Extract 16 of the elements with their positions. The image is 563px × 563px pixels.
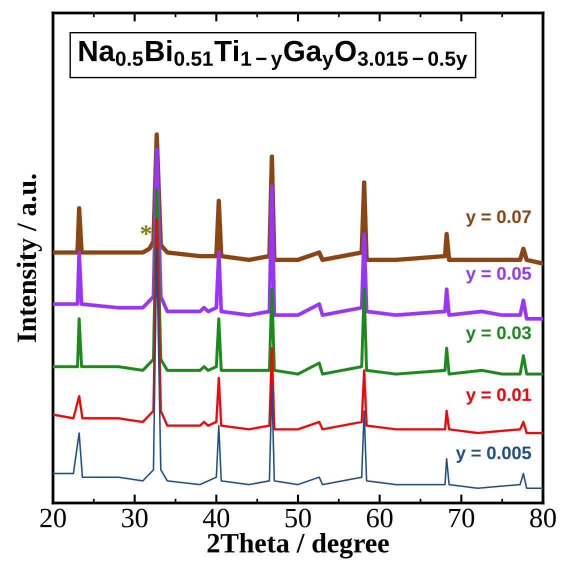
x-tick-label: 40 bbox=[202, 508, 230, 528]
annotation: * bbox=[140, 225, 152, 235]
series-label: y = 0.03 bbox=[466, 326, 531, 343]
x-tick-label: 60 bbox=[366, 508, 392, 528]
x-tick-label: 50 bbox=[286, 508, 311, 528]
series-label: y = 0.01 bbox=[466, 388, 532, 405]
chart-title: Na$_{0.5}$Bi$_{0.51}$Ti$_{1−y}$Ga$_{y}$O$_{3.015−0.5y}$ bbox=[79, 40, 468, 70]
series-label: y = 0.005 bbox=[456, 446, 532, 463]
x-axis-title: 2Theta / degree bbox=[208, 533, 389, 558]
series-label: y = 0.05 bbox=[466, 267, 532, 284]
x-tick-label: 20 bbox=[40, 508, 66, 528]
x-tick-label: 70 bbox=[449, 508, 474, 528]
x-tick-label: 80 bbox=[530, 508, 556, 528]
y-axis-title: Intensity / a.u. bbox=[16, 174, 42, 342]
x-tick-label: 30 bbox=[122, 508, 148, 528]
series-label: y = 0.07 bbox=[466, 210, 531, 227]
